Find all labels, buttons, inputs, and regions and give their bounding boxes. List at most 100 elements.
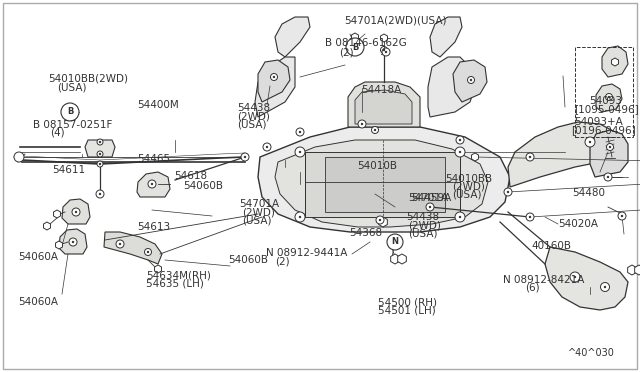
Circle shape <box>99 163 101 165</box>
Text: B: B <box>352 42 358 51</box>
Circle shape <box>467 77 474 83</box>
Polygon shape <box>59 229 87 254</box>
Text: (2WD): (2WD) <box>237 111 269 121</box>
Circle shape <box>295 147 305 157</box>
Circle shape <box>381 46 387 54</box>
Circle shape <box>358 120 366 128</box>
Polygon shape <box>453 60 487 102</box>
Text: (USA): (USA) <box>452 190 481 200</box>
Text: ^40^030: ^40^030 <box>568 348 615 357</box>
Circle shape <box>600 282 609 292</box>
Circle shape <box>618 212 626 220</box>
Polygon shape <box>430 17 462 57</box>
Text: 54480: 54480 <box>572 188 605 198</box>
Circle shape <box>346 38 364 56</box>
Circle shape <box>361 123 364 125</box>
Text: 54438: 54438 <box>406 212 440 222</box>
Circle shape <box>529 216 531 218</box>
Text: (4): (4) <box>50 128 65 138</box>
Polygon shape <box>258 127 510 232</box>
Polygon shape <box>472 153 479 161</box>
Text: 54438: 54438 <box>237 103 270 113</box>
Circle shape <box>371 126 378 134</box>
Circle shape <box>585 137 595 147</box>
Polygon shape <box>85 140 115 157</box>
Polygon shape <box>56 241 63 249</box>
Text: (USA): (USA) <box>58 83 87 93</box>
Circle shape <box>299 131 301 133</box>
Circle shape <box>145 248 152 256</box>
Circle shape <box>459 139 461 141</box>
Text: 54060B: 54060B <box>228 255 268 264</box>
Circle shape <box>266 146 268 148</box>
Circle shape <box>609 146 611 148</box>
Polygon shape <box>590 130 628 177</box>
Circle shape <box>456 136 464 144</box>
Text: 54010BB: 54010BB <box>445 174 493 183</box>
Circle shape <box>387 234 403 250</box>
Polygon shape <box>325 157 445 212</box>
Polygon shape <box>428 57 475 117</box>
Polygon shape <box>62 199 90 224</box>
Text: (6): (6) <box>525 283 540 293</box>
Circle shape <box>382 48 390 56</box>
Circle shape <box>97 161 103 167</box>
Polygon shape <box>255 57 295 117</box>
Circle shape <box>604 286 606 288</box>
Polygon shape <box>390 254 399 264</box>
Circle shape <box>383 49 385 51</box>
Text: (2): (2) <box>275 256 290 266</box>
Text: 54060A: 54060A <box>18 297 58 307</box>
Text: N 08912-8421A: N 08912-8421A <box>503 275 584 285</box>
Text: 54618: 54618 <box>174 171 207 181</box>
Text: (2WD): (2WD) <box>452 182 484 192</box>
Circle shape <box>526 213 534 221</box>
Circle shape <box>244 156 246 158</box>
Polygon shape <box>154 265 161 273</box>
Polygon shape <box>628 265 636 275</box>
Text: 54634M(RH): 54634M(RH) <box>146 270 211 280</box>
Circle shape <box>263 143 271 151</box>
Circle shape <box>470 79 472 81</box>
Polygon shape <box>596 84 622 112</box>
Text: 54418A: 54418A <box>362 85 402 95</box>
Circle shape <box>147 251 149 253</box>
Circle shape <box>589 141 591 143</box>
Circle shape <box>72 208 80 216</box>
Circle shape <box>347 44 353 50</box>
Polygon shape <box>397 254 406 264</box>
Polygon shape <box>305 152 460 217</box>
Polygon shape <box>635 265 640 275</box>
Circle shape <box>455 147 465 157</box>
Circle shape <box>75 211 77 213</box>
Circle shape <box>148 180 156 188</box>
Text: [1095-0496]: [1095-0496] <box>574 105 639 114</box>
Circle shape <box>14 152 24 162</box>
Polygon shape <box>545 247 628 310</box>
Circle shape <box>607 144 614 151</box>
Text: (USA): (USA) <box>237 119 266 129</box>
Circle shape <box>605 93 612 100</box>
Text: 54020A: 54020A <box>558 219 598 229</box>
Polygon shape <box>351 33 358 41</box>
Circle shape <box>295 212 305 222</box>
Circle shape <box>271 74 278 80</box>
Polygon shape <box>275 140 488 227</box>
Circle shape <box>72 241 74 243</box>
Polygon shape <box>355 90 412 124</box>
Polygon shape <box>137 172 170 197</box>
Text: N: N <box>392 237 399 247</box>
Polygon shape <box>348 82 420 127</box>
Circle shape <box>429 206 431 208</box>
Circle shape <box>299 151 301 153</box>
Circle shape <box>69 238 77 246</box>
Circle shape <box>608 96 610 98</box>
Text: 54701A: 54701A <box>408 193 449 203</box>
Circle shape <box>349 46 351 48</box>
Circle shape <box>574 276 576 278</box>
Circle shape <box>455 212 465 222</box>
Text: (USA): (USA) <box>242 215 271 225</box>
Circle shape <box>507 191 509 193</box>
Text: 54701A: 54701A <box>239 199 280 209</box>
Polygon shape <box>104 232 162 264</box>
